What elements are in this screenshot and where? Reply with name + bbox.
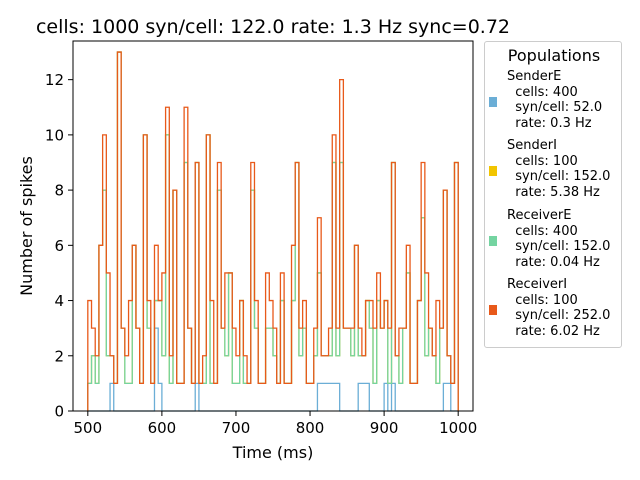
legend: Populations SenderE cells: 400 syn/cell:… [484,41,622,348]
legend-label-senderi: SenderI cells: 100 syn/cell: 152.0 rate:… [507,138,611,200]
series-step-receiveri [87,51,459,411]
x-tick-label: 900 [370,419,399,437]
y-tick-label: 2 [54,347,64,365]
y-tick-label: 10 [45,126,64,144]
x-tick-label: 1000 [439,419,477,437]
x-tick-label: 800 [296,419,325,437]
legend-label-receiveri: ReceiverI cells: 100 syn/cell: 252.0 rat… [507,277,611,339]
legend-swatch-sendere [489,97,497,107]
legend-entry-receiveri: ReceiverI cells: 100 syn/cell: 252.0 rat… [485,277,621,339]
y-axis-label: Number of spikes [17,156,36,296]
x-axis: 500 600 700 800 900 1000 [73,411,477,437]
plot-frame [72,40,474,412]
x-axis-label: Time (ms) [232,443,314,462]
legend-label-receivere: ReceiverE cells: 400 syn/cell: 152.0 rat… [507,208,611,270]
legend-swatch-senderi [489,166,497,176]
y-tick-label: 6 [54,237,64,255]
x-tick-label: 500 [73,419,102,437]
y-tick-label: 4 [54,292,64,310]
y-tick-label: 8 [54,182,64,200]
x-tick-label: 700 [222,419,251,437]
chart-title: cells: 1000 syn/cell: 122.0 rate: 1.3 Hz… [36,16,510,38]
legend-swatch-receiveri [489,305,497,315]
legend-title: Populations [507,46,601,65]
legend-entry-sendere: SenderE cells: 400 syn/cell: 52.0 rate: … [485,69,621,131]
legend-entry-senderi: SenderI cells: 100 syn/cell: 152.0 rate:… [485,138,621,200]
x-tick-label: 600 [148,419,177,437]
legend-entry-receivere: ReceiverE cells: 400 syn/cell: 152.0 rat… [485,208,621,270]
legend-label-sendere: SenderE cells: 400 syn/cell: 52.0 rate: … [507,69,603,131]
y-tick-label: 12 [45,71,64,89]
y-axis: 0 2 4 6 8 10 12 [45,71,73,421]
y-tick-label: 0 [54,403,64,421]
legend-swatch-receivere [489,236,497,246]
plot-area [87,51,459,412]
